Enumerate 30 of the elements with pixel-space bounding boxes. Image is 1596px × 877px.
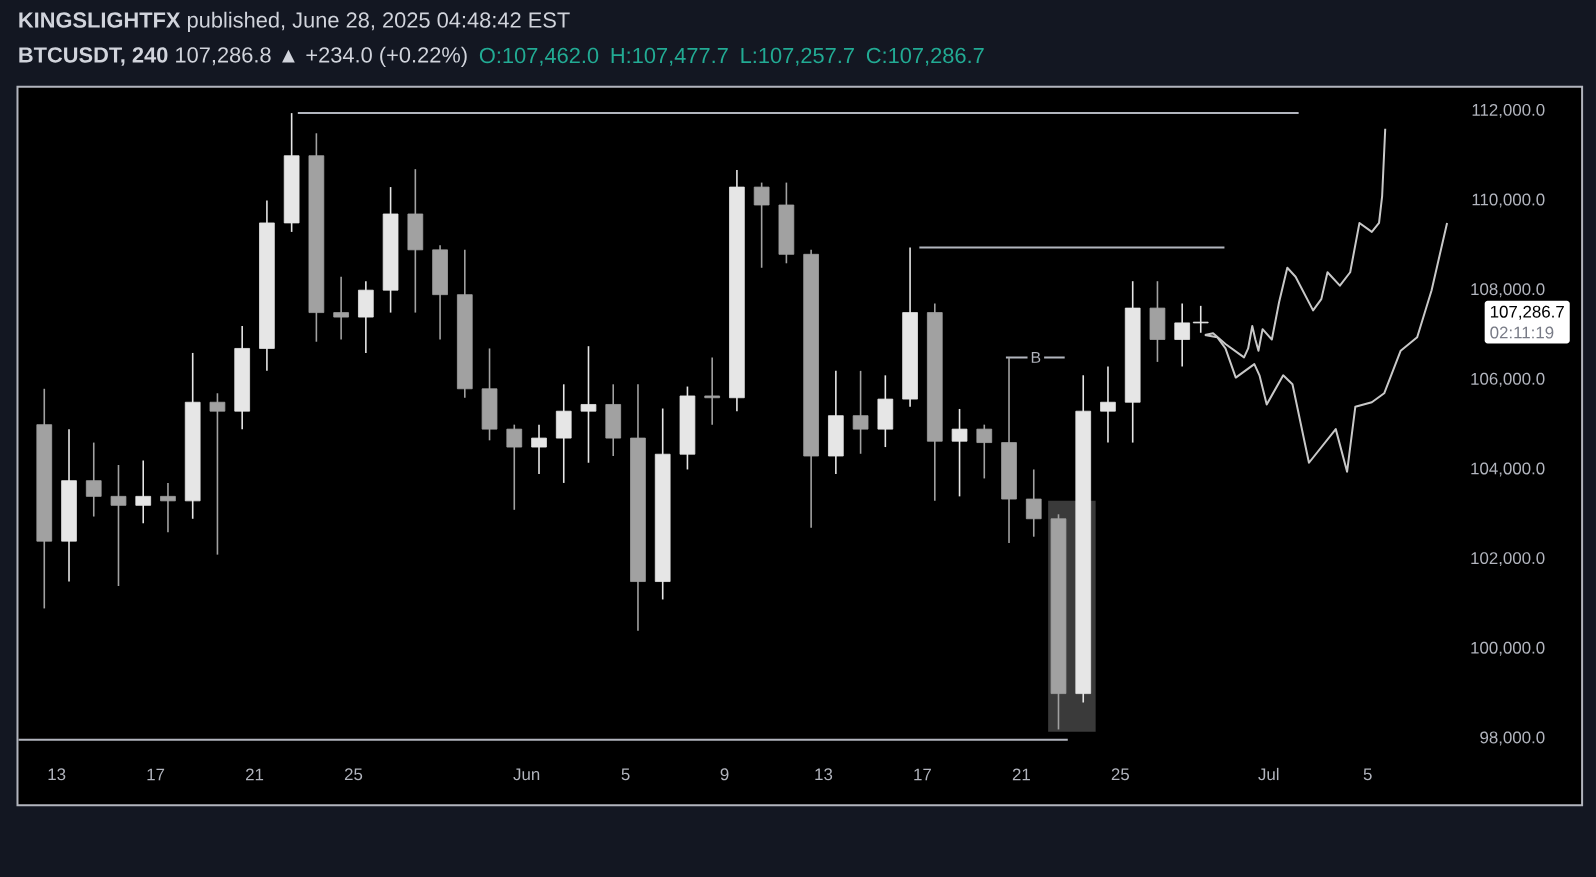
y-tick-label: 108,000.0 <box>1471 283 1545 298</box>
chart-subtitle: BTCUSDT, 240 107,286.8 ▲ +234.0 (+0.22%) <box>19 46 467 67</box>
y-tick-label: 102,000.0 <box>1471 552 1545 567</box>
x-tick-label: 17 <box>147 768 165 781</box>
x-tick-label: 17 <box>914 768 931 781</box>
y-tick-label: 98,000.0 <box>1480 731 1545 746</box>
y-tick-label: 100,000.0 <box>1471 641 1545 656</box>
x-tick-label: Jul <box>1258 767 1279 781</box>
text: L:107,257.7 <box>741 47 854 66</box>
x-tick-label: 21 <box>246 768 264 781</box>
annotation: B <box>1031 351 1041 363</box>
chart-title: KINGSLIGHTFX published, June 28, 2025 04:48:42 EST <box>19 11 570 33</box>
x-tick-label: 5 <box>621 768 630 781</box>
annotation: 02:11:19 <box>1490 326 1554 339</box>
x-tick-label: 9 <box>720 768 729 781</box>
y-tick-label: 104,000.0 <box>1471 462 1545 477</box>
text: O:107,462.0 <box>479 47 599 66</box>
y-tick-label: 106,000.0 <box>1471 372 1545 387</box>
x-tick-label: 25 <box>344 768 363 781</box>
y-tick-label: 110,000.0 <box>1472 193 1545 208</box>
y-tick-label: 112,000.0 <box>1472 103 1545 118</box>
x-tick-label: 5 <box>1363 768 1372 781</box>
text: C:107,286.7 <box>866 47 984 66</box>
x-tick-label: 13 <box>815 768 833 781</box>
text: H:107,477.7 <box>611 47 728 66</box>
x-tick-label: 13 <box>48 768 66 781</box>
x-tick-label: Jun <box>513 768 540 781</box>
annotation: 107,286.7 <box>1490 305 1564 320</box>
x-tick-label: 21 <box>1012 768 1030 781</box>
x-tick-label: 25 <box>1111 768 1130 781</box>
